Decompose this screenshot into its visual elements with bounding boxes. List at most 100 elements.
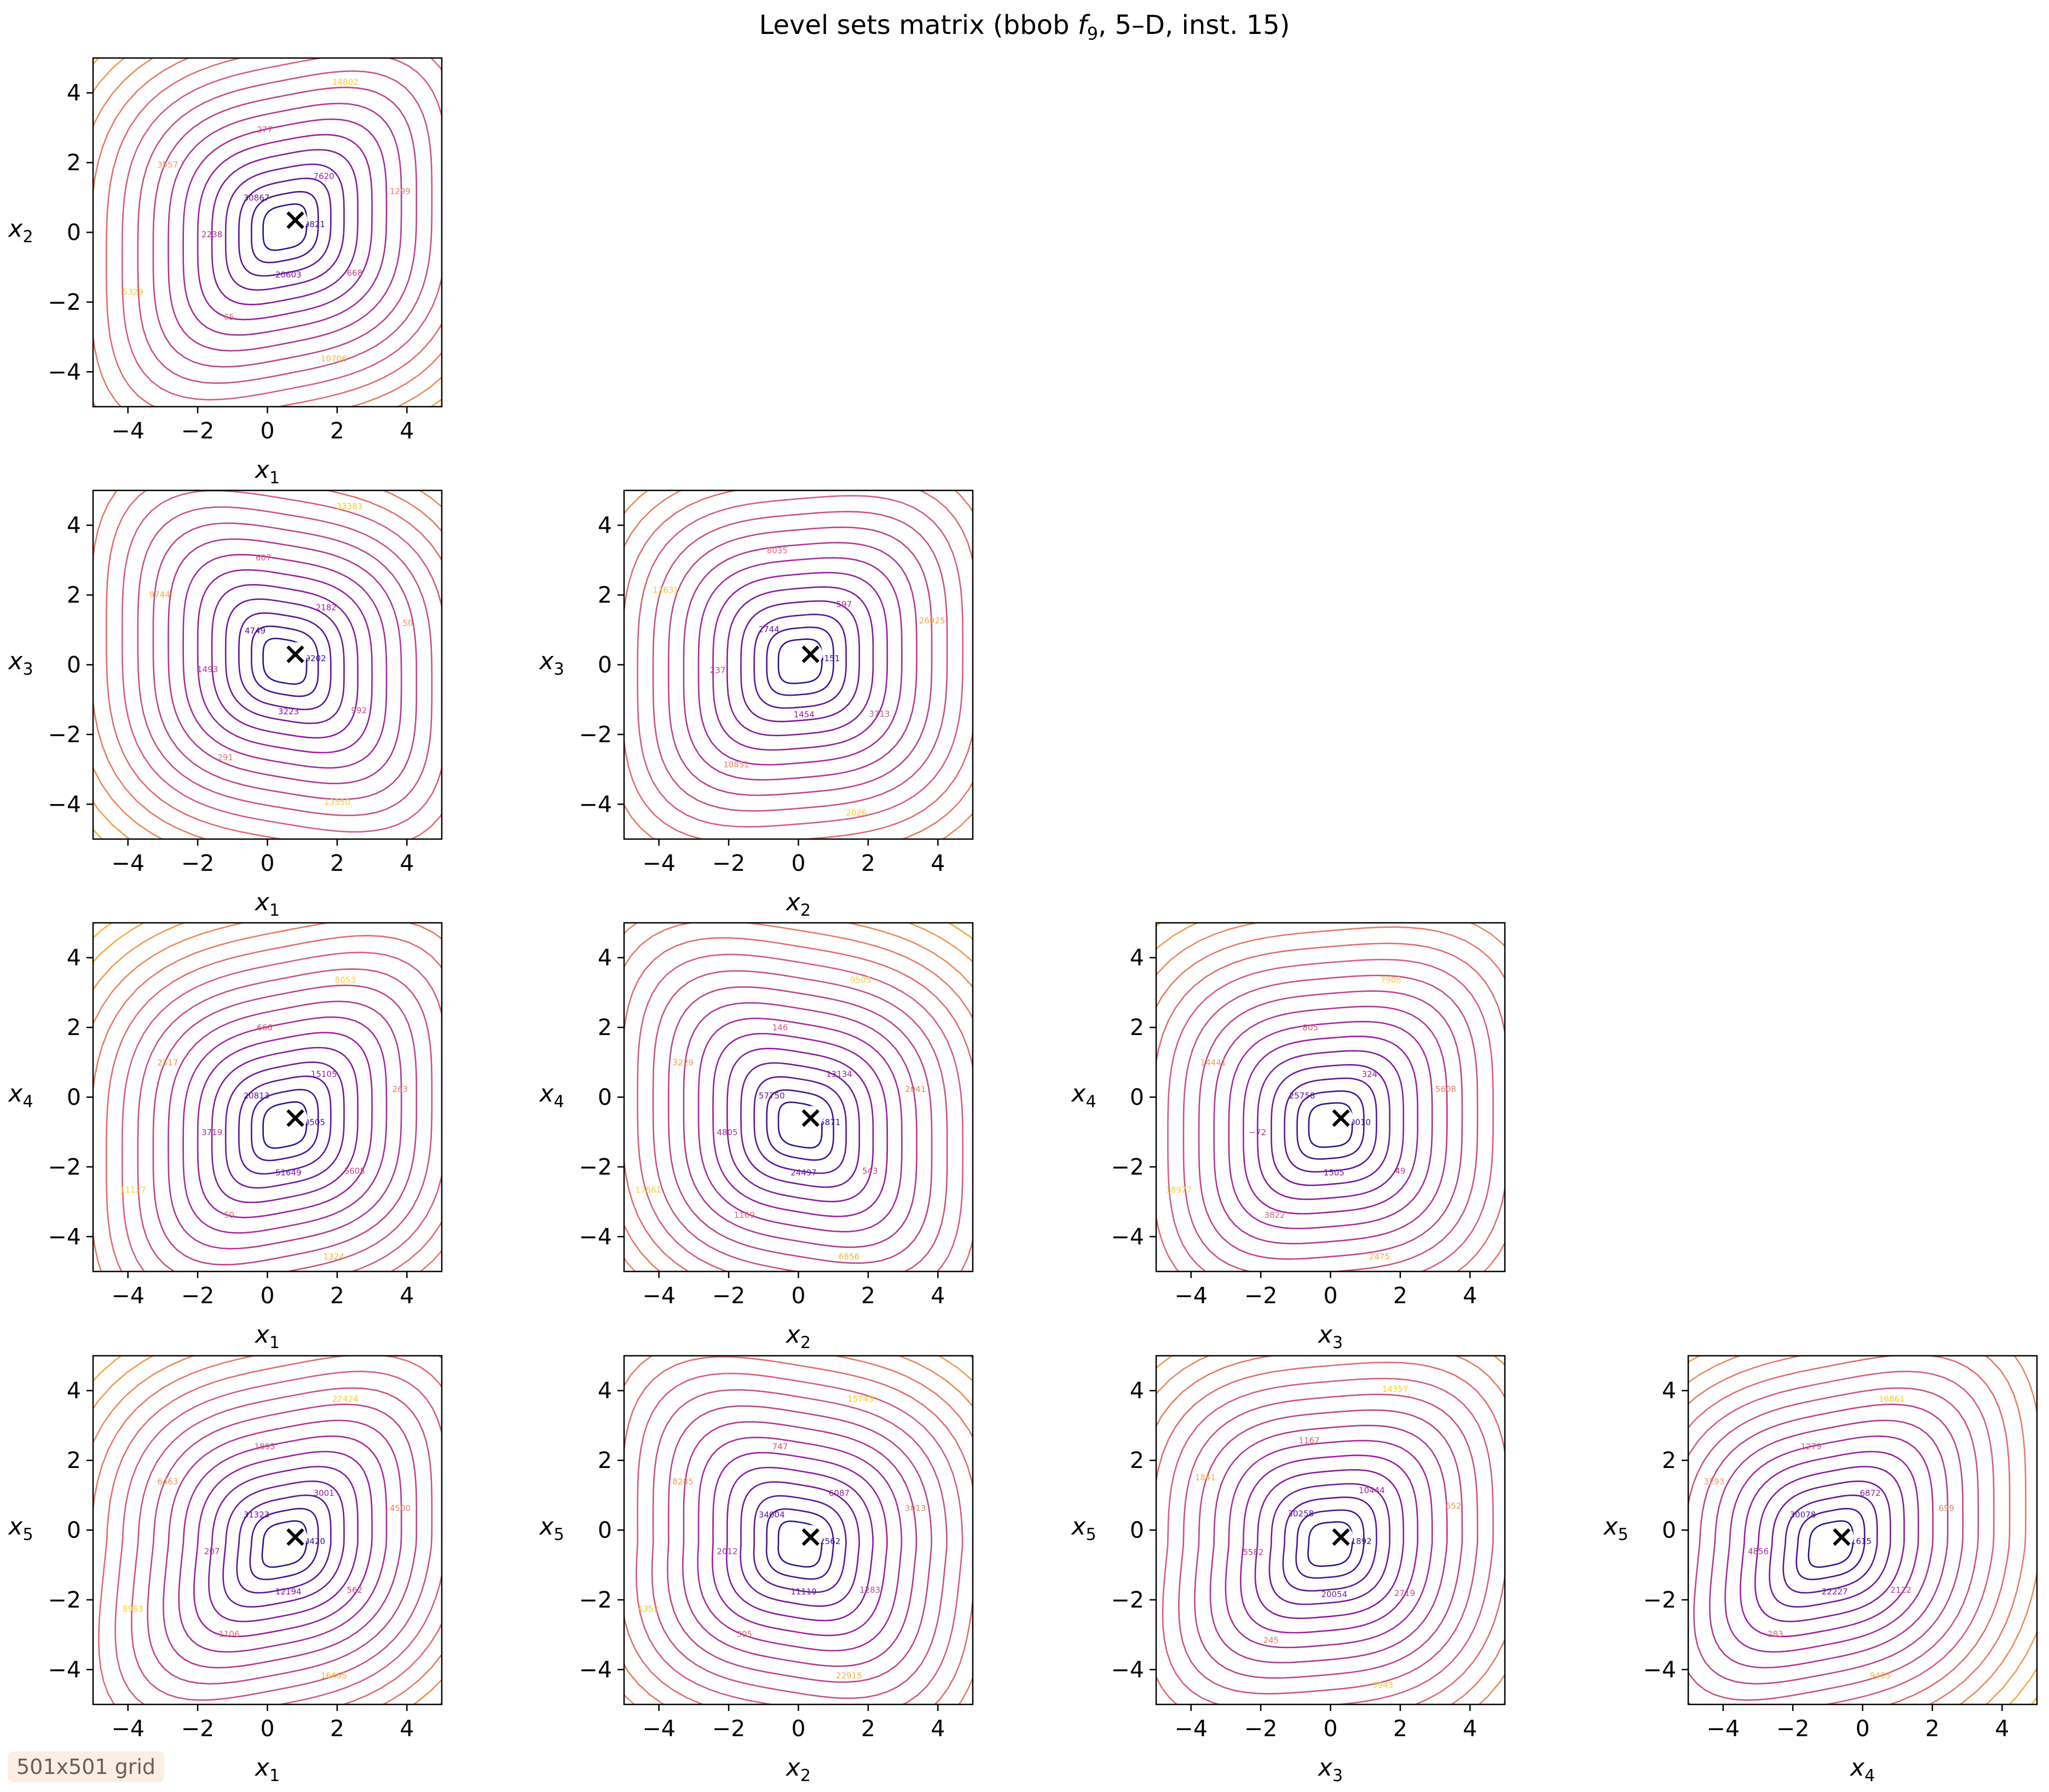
contour-label: 10706 (321, 354, 347, 364)
x-tick-label: 4 (1463, 1715, 1477, 1742)
y-tick-label: 4 (67, 1378, 81, 1404)
contour-level-2 (1295, 1509, 1365, 1579)
x-tick-label: 2 (330, 1282, 344, 1309)
contour-label: 277 (257, 125, 273, 135)
contour-level-13 (93, 490, 442, 839)
contour-panel-6: 40010257581505324−7249805382256081444124… (1070, 922, 1506, 1352)
contour-label: 65 (224, 313, 234, 322)
y-tick-label: −2 (48, 1587, 81, 1613)
contour-label: 49 (1395, 1166, 1405, 1176)
contour-level-12 (624, 1356, 973, 1704)
contour-label: 24497 (790, 1167, 817, 1177)
contour-level-12 (1156, 943, 1505, 1271)
contour-level-10 (652, 970, 948, 1271)
y-tick-label: 4 (67, 945, 81, 971)
contour-level-8 (168, 1001, 402, 1250)
contour-label: 8963 (123, 1604, 143, 1614)
contour-label: 9744 (149, 590, 170, 600)
contour-label: 20054 (1321, 1589, 1347, 1599)
contour-label: 652 (1446, 1501, 1462, 1511)
contour-level-6 (193, 1450, 373, 1638)
y-tick-label: 2 (598, 1014, 612, 1040)
contour-level-3 (238, 612, 332, 710)
contour-level-10 (137, 70, 433, 384)
contour-level-18 (0, 1250, 562, 1792)
y-tick-label: 0 (598, 1084, 612, 1111)
contour-label: 8035 (767, 546, 788, 556)
contour-label: 13134 (826, 1069, 852, 1079)
x-tick-label: 4 (931, 1282, 945, 1309)
optimum-marker (801, 1528, 819, 1546)
contour-level-5 (1254, 1469, 1405, 1620)
contour-level-8 (1209, 1424, 1448, 1664)
contour-level-2 (251, 625, 319, 697)
contour-label: 668 (347, 268, 362, 278)
contour-level-6 (711, 1452, 888, 1637)
contour-level-18 (8, 831, 562, 1419)
contour-label: 18851 (723, 760, 749, 770)
contour-level-4 (740, 600, 861, 722)
y-tick-label: −4 (48, 1223, 81, 1250)
contour-level-17 (25, 0, 545, 504)
x-tick-label: 0 (260, 418, 274, 444)
y-tick-label: 2 (1130, 1014, 1144, 1040)
contour-level-9 (152, 522, 418, 800)
x-tick-label: 2 (861, 1282, 875, 1309)
contour-level-10 (1182, 974, 1479, 1271)
contour-lines: 5161530078222276872485621221279283699329… (1688, 1356, 2037, 1704)
contour-level-11 (637, 495, 964, 828)
contour-level-14 (93, 58, 442, 407)
contour-label: 6872 (1860, 1488, 1880, 1498)
contour-level-7 (697, 557, 903, 766)
contour-label: 11127 (120, 1185, 146, 1195)
contour-level-16 (93, 58, 100, 66)
x-tick-label: 4 (400, 850, 414, 876)
contour-label: 31323 (244, 1510, 270, 1520)
contour-level-12 (97, 1356, 442, 1704)
x-axis-label: x2 (785, 888, 811, 920)
contour-level-5 (211, 1047, 359, 1204)
y-tick-label: 4 (598, 945, 612, 971)
x-axis-label: x1 (254, 456, 280, 488)
contour-label: 5329 (123, 287, 143, 297)
contour-level-4 (1271, 1063, 1390, 1186)
y-tick-label: 4 (598, 1378, 612, 1404)
contour-level-6 (197, 1032, 373, 1218)
x-tick-label: −4 (1174, 1282, 1207, 1309)
contour-level-9 (1193, 1409, 1463, 1679)
contour-level-3 (753, 1076, 847, 1174)
contour-panel-5: 3587157750244971313448055431461169204132… (538, 922, 974, 1352)
contour-level-13 (624, 923, 973, 1271)
contour-level-7 (178, 1435, 388, 1653)
contour-label: 2744 (759, 625, 780, 634)
contour-level-14 (93, 923, 247, 1026)
contour-label: 34004 (759, 1510, 785, 1520)
x-tick-label: −2 (1244, 1282, 1277, 1309)
y-tick-label: 2 (67, 1447, 81, 1473)
contour-level-2 (1796, 1507, 1866, 1581)
contour-label: 5608 (1435, 1084, 1456, 1094)
optimum-marker (286, 211, 304, 229)
contour-label: 25758 (1289, 1091, 1315, 1101)
contour-label: 2122 (1891, 1585, 1912, 1595)
contour-label: 237 (710, 665, 726, 675)
contour-level-2 (766, 626, 834, 696)
optimum-marker (286, 1528, 304, 1546)
contour-label: 57750 (759, 1091, 785, 1101)
y-tick-label: 2 (67, 1014, 81, 1040)
contour-label: 699 (1938, 1504, 1954, 1513)
contour-level-2 (1296, 1090, 1365, 1160)
y-tick-label: 0 (598, 652, 612, 678)
contour-label: 16465 (321, 1671, 347, 1681)
contour-label: 11119 (790, 1587, 817, 1597)
contour-level-3 (236, 1494, 332, 1594)
contour-level-7 (697, 1018, 903, 1233)
x-tick-label: 0 (791, 850, 805, 876)
contour-label: 3229 (673, 1057, 694, 1067)
contour-level-2 (766, 1089, 834, 1161)
contour-label: 1493 (197, 664, 218, 674)
y-tick-label: 0 (598, 1517, 612, 1544)
contour-label: 207 (204, 1547, 220, 1557)
contour-level-5 (726, 1466, 874, 1622)
contour-label: 597 (836, 599, 852, 609)
